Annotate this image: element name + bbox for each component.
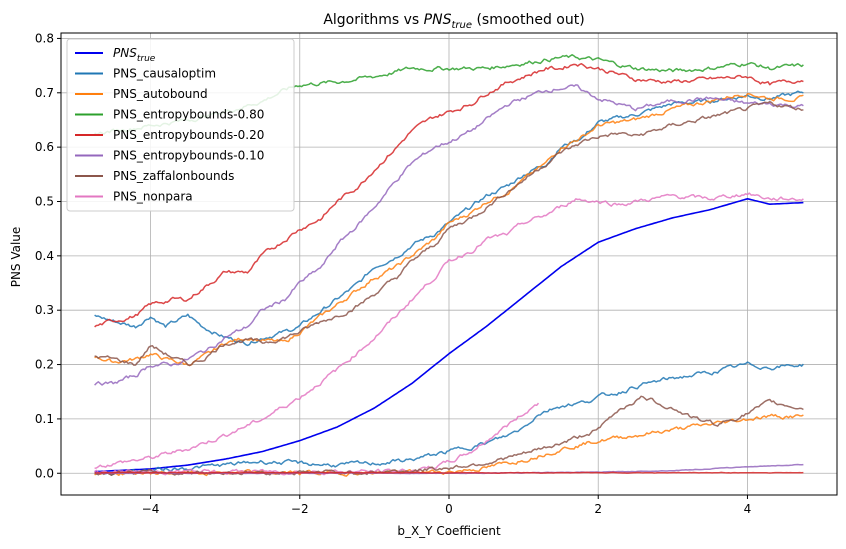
y-tick-label: 0.3 bbox=[35, 303, 54, 317]
chart-title: Algorithms vs PNStrue (smoothed out) bbox=[323, 12, 584, 31]
legend: PNStrue PNS_causaloptim PNS_autobound PNS_e… bbox=[66, 38, 295, 212]
series-line-pns-entropybounds-0-10 bbox=[94, 84, 804, 386]
y-tick-label: 0.6 bbox=[35, 140, 54, 154]
y-axis: 0.0 0.1 0.2 0.3 0.4 0.5 0.6 0.7 0.8 bbox=[35, 31, 61, 480]
y-tick-label: 0.7 bbox=[35, 86, 54, 100]
y-tick-label: 0.2 bbox=[35, 358, 54, 372]
series-line-lower-bound bbox=[94, 471, 804, 474]
series-lines bbox=[94, 54, 804, 477]
x-tick-label: −4 bbox=[142, 502, 160, 516]
legend-label: PNStrue bbox=[113, 46, 156, 64]
series-line-pns-nonpara bbox=[94, 192, 804, 469]
y-tick-label: 0.5 bbox=[35, 194, 54, 208]
legend-label: PNS_causaloptim bbox=[113, 67, 216, 81]
x-axis-label: b_X_Y Coefficient bbox=[397, 524, 501, 538]
legend-label: PNS_entropybounds-0.80 bbox=[113, 108, 264, 122]
series-line-pns-zaffalonbounds bbox=[94, 100, 804, 367]
x-tick-label: 2 bbox=[594, 502, 602, 516]
legend-box bbox=[66, 38, 295, 212]
y-tick-label: 0.0 bbox=[35, 466, 54, 480]
legend-label: PNS_nonpara bbox=[113, 190, 193, 204]
legend-label: PNS_entropybounds-0.20 bbox=[113, 128, 264, 142]
y-tick-label: 0.1 bbox=[35, 412, 54, 426]
x-axis: −4 −2 0 2 4 bbox=[142, 495, 752, 516]
legend-label: PNS_autobound bbox=[113, 87, 208, 101]
y-tick-label: 0.8 bbox=[35, 31, 54, 45]
y-tick-label: 0.4 bbox=[35, 249, 54, 263]
legend-label: PNS_zaffalonbounds bbox=[113, 169, 234, 183]
x-tick-label: 0 bbox=[445, 502, 453, 516]
series-line-pns bbox=[94, 198, 804, 473]
series-line-pns-entropybounds-0-20 bbox=[94, 62, 804, 328]
y-axis-label: PNS Value bbox=[9, 227, 23, 288]
x-tick-label: 4 bbox=[744, 502, 752, 516]
legend-label: PNS_entropybounds-0.10 bbox=[113, 149, 264, 163]
x-tick-label: −2 bbox=[291, 502, 309, 516]
series-line-lower-bound bbox=[94, 361, 804, 476]
